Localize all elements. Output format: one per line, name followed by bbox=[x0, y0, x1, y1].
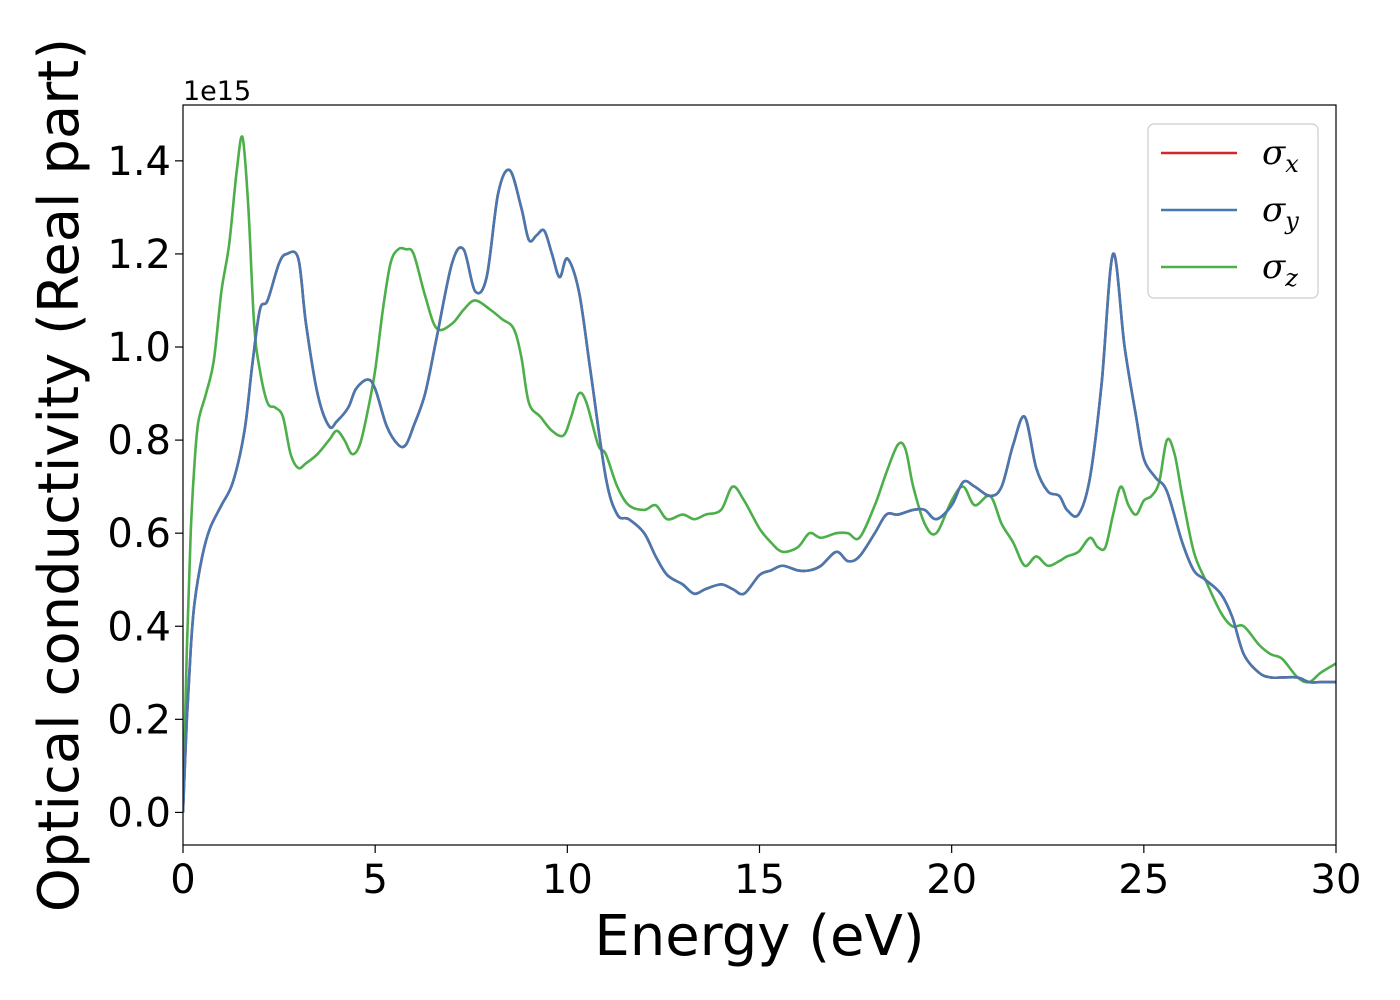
x-tick-label: 30 bbox=[1311, 857, 1362, 903]
x-axis-label: Energy (eV) bbox=[594, 904, 924, 969]
y-tick-label: 1.4 bbox=[107, 139, 171, 185]
y-offset-label: 1e15 bbox=[183, 76, 251, 107]
series-layer bbox=[183, 135, 1336, 813]
y-tick-label: 1.2 bbox=[107, 232, 171, 278]
y-tick-label: 0.4 bbox=[107, 604, 171, 650]
x-tick-label: 15 bbox=[734, 857, 785, 903]
x-tick-label: 10 bbox=[542, 857, 593, 903]
y-tick-label: 0.2 bbox=[107, 697, 171, 743]
y-tick-label: 1.0 bbox=[107, 325, 171, 371]
x-tick-label: 20 bbox=[926, 857, 977, 903]
series-line-z bbox=[183, 135, 1336, 813]
x-tick-label: 0 bbox=[170, 857, 195, 903]
x-axis: 0 5 10 15 20 25 30 bbox=[170, 845, 1361, 903]
y-axis-label: Optical conductivity (Real part) bbox=[27, 38, 92, 912]
series-line-y bbox=[183, 168, 1336, 813]
y-tick-label: 0.6 bbox=[107, 511, 171, 557]
y-tick-label: 0.8 bbox=[107, 418, 171, 464]
x-tick-label: 5 bbox=[362, 857, 387, 903]
y-tick-label: 0.0 bbox=[107, 790, 171, 836]
x-tick-label: 25 bbox=[1118, 857, 1169, 903]
y-axis: 0.0 0.2 0.4 0.6 0.8 1.0 1.2 1.4 bbox=[107, 139, 183, 836]
